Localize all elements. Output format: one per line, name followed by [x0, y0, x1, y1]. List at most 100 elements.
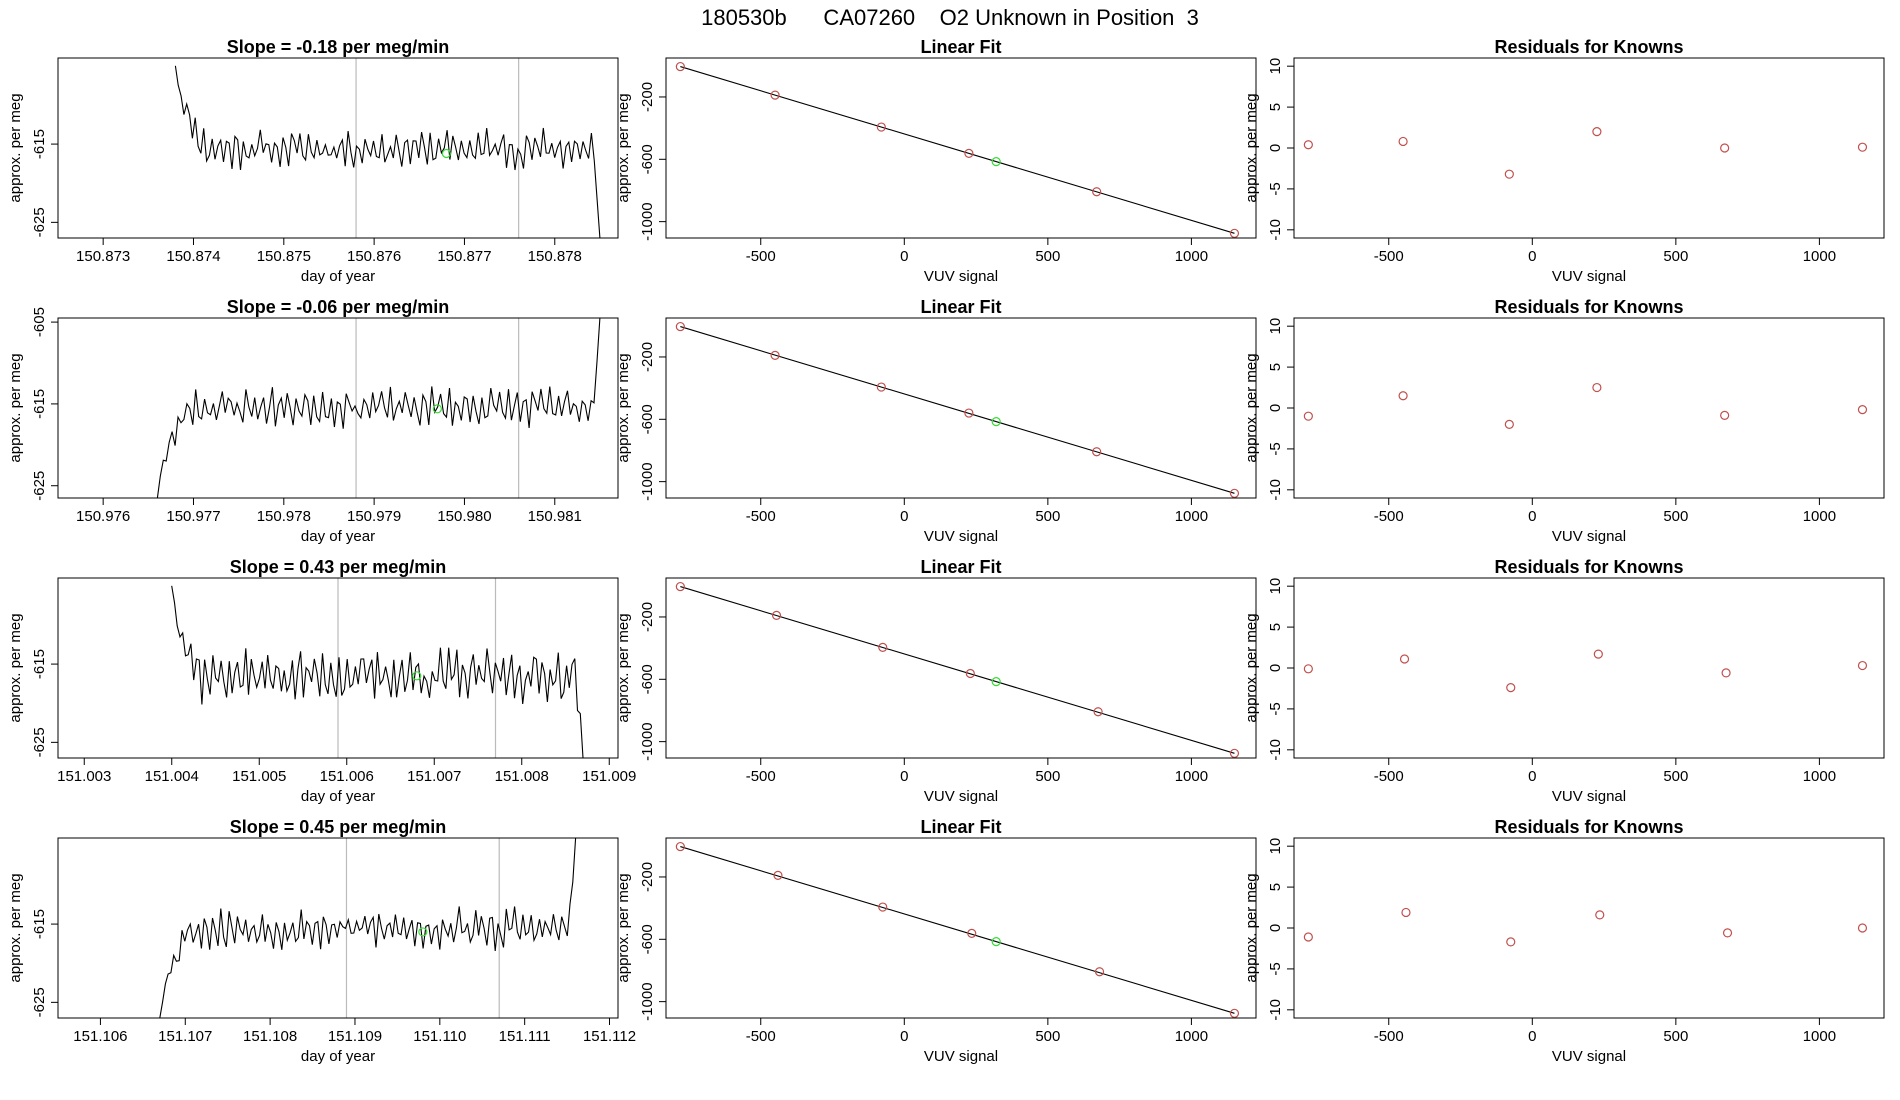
y-tick-label: 10 [1267, 838, 1284, 855]
residual-point [1720, 410, 1730, 420]
x-axis-label: day of year [301, 528, 375, 545]
x-tick-label: 1000 [1803, 508, 1836, 525]
x-tick-label: 151.008 [495, 768, 549, 785]
x-tick-label: 151.003 [57, 768, 111, 785]
x-tick-label: 151.111 [499, 1028, 551, 1045]
x-tick-label: 151.110 [413, 1028, 466, 1045]
y-axis-label: approx. per meg [7, 353, 24, 462]
residual-point [1401, 907, 1411, 918]
y-tick-label: -5 [1267, 442, 1284, 455]
plot-frame [665, 837, 1257, 1019]
y-tick-label: -600 [639, 924, 656, 954]
y-tick-label: -10 [1267, 999, 1284, 1021]
x-axis-label: VUV signal [1552, 788, 1626, 805]
chart-row4-residuals: Residuals for Knowns VUV signal approx. pe… [1243, 817, 1885, 1065]
y-tick-label: 0 [1267, 924, 1284, 932]
x-tick-label: 500 [1663, 1028, 1688, 1045]
chart-title: Residuals for Knowns [1494, 297, 1683, 317]
unknown-point [441, 148, 451, 159]
x-tick-label: 151.106 [73, 1028, 127, 1045]
y-tick-label: 5 [1267, 103, 1284, 111]
residual-point [1504, 169, 1514, 179]
x-tick-label: 150.874 [166, 248, 220, 265]
chart-row2-linearfit: Linear Fit VUV signal approx. per meg -500 0… [615, 297, 1257, 545]
x-tick-label: 1000 [1175, 508, 1208, 525]
x-tick-label: -500 [1374, 248, 1404, 265]
x-tick-label: 500 [1035, 508, 1060, 525]
known-point [770, 350, 780, 361]
fit-line [680, 846, 1235, 1014]
y-axis-label: approx. per meg [615, 353, 632, 462]
x-tick-label: -500 [746, 508, 776, 525]
y-tick-label: -625 [31, 727, 48, 757]
x-tick-label: -500 [1374, 1028, 1404, 1045]
y-axis-label: approx. per meg [1243, 613, 1260, 722]
chart-title: Residuals for Knowns [1494, 557, 1683, 577]
residual-point [1398, 391, 1408, 401]
y-tick-label: 5 [1267, 363, 1284, 371]
y-tick-label: -605 [31, 307, 48, 337]
known-point [1093, 707, 1103, 717]
plot-frame [57, 837, 619, 1019]
y-axis-label: approx. per meg [615, 93, 632, 202]
x-tick-label: 150.878 [528, 248, 582, 265]
y-tick-label: 10 [1267, 318, 1284, 335]
known-point [876, 382, 886, 392]
x-tick-label: 500 [1035, 1028, 1060, 1045]
unknown-point [432, 404, 442, 414]
x-tick-label: 1000 [1803, 768, 1836, 785]
fit-line [680, 66, 1235, 234]
x-tick-label: 500 [1663, 508, 1688, 525]
x-axis-label: VUV signal [924, 788, 998, 805]
chart-row1-timeseries: Slope = -0.18 per meg/min day of year appr… [7, 37, 619, 285]
residual-point [1720, 143, 1730, 153]
x-tick-label: 150.876 [347, 248, 401, 265]
x-axis-label: VUV signal [924, 528, 998, 545]
x-tick-label: 151.107 [158, 1028, 212, 1045]
known-point [1229, 228, 1240, 238]
chart-row3-linearfit: Linear Fit VUV signal approx. per meg -500 0… [615, 557, 1257, 805]
x-tick-label: 151.109 [328, 1028, 382, 1045]
y-axis-label: approx. per meg [7, 613, 24, 722]
x-tick-label: 150.981 [528, 508, 582, 525]
x-tick-label: 151.004 [145, 768, 199, 785]
chart-row4-linearfit: Linear Fit VUV signal approx. per meg -500 0… [615, 817, 1257, 1065]
x-tick-label: 500 [1035, 768, 1060, 785]
chart-title: Slope = -0.06 per meg/min [227, 297, 450, 317]
y-tick-label: -200 [639, 82, 656, 112]
series-line [174, 65, 601, 238]
x-tick-label: 150.978 [257, 508, 311, 525]
y-tick-label: -615 [31, 909, 48, 939]
chart-row3-timeseries: Slope = 0.43 per meg/min day of year appro… [7, 557, 636, 805]
x-tick-label: -500 [746, 248, 776, 265]
x-axis-label: VUV signal [1552, 1048, 1626, 1065]
residual-point [1595, 910, 1605, 920]
known-point [878, 902, 888, 912]
known-point [1229, 748, 1240, 758]
residual-point [1303, 664, 1313, 674]
y-tick-label: 5 [1267, 883, 1284, 891]
y-tick-label: 10 [1267, 58, 1284, 75]
y-axis-label: approx. per meg [7, 93, 24, 202]
y-tick-label: -625 [31, 987, 48, 1017]
x-tick-label: 151.006 [320, 768, 374, 785]
plot-frame [1293, 837, 1885, 1019]
known-point [675, 581, 685, 592]
plot-area [1303, 382, 1868, 429]
plot-area [1303, 649, 1868, 693]
y-tick-label: -600 [639, 664, 656, 694]
x-tick-label: 150.877 [437, 248, 491, 265]
y-tick-label: -1000 [639, 462, 656, 500]
residual-point [1593, 649, 1603, 659]
plot-area [675, 581, 1240, 758]
y-axis-label: approx. per meg [1243, 93, 1260, 202]
y-tick-label: -1000 [639, 982, 656, 1020]
known-point [675, 841, 685, 852]
y-tick-label: -10 [1267, 219, 1284, 241]
x-tick-label: 500 [1663, 768, 1688, 785]
x-tick-label: 151.005 [232, 768, 286, 785]
residual-point [1506, 937, 1516, 947]
y-tick-label: -615 [31, 389, 48, 419]
known-point [1092, 447, 1102, 457]
unknown-point [991, 157, 1001, 167]
